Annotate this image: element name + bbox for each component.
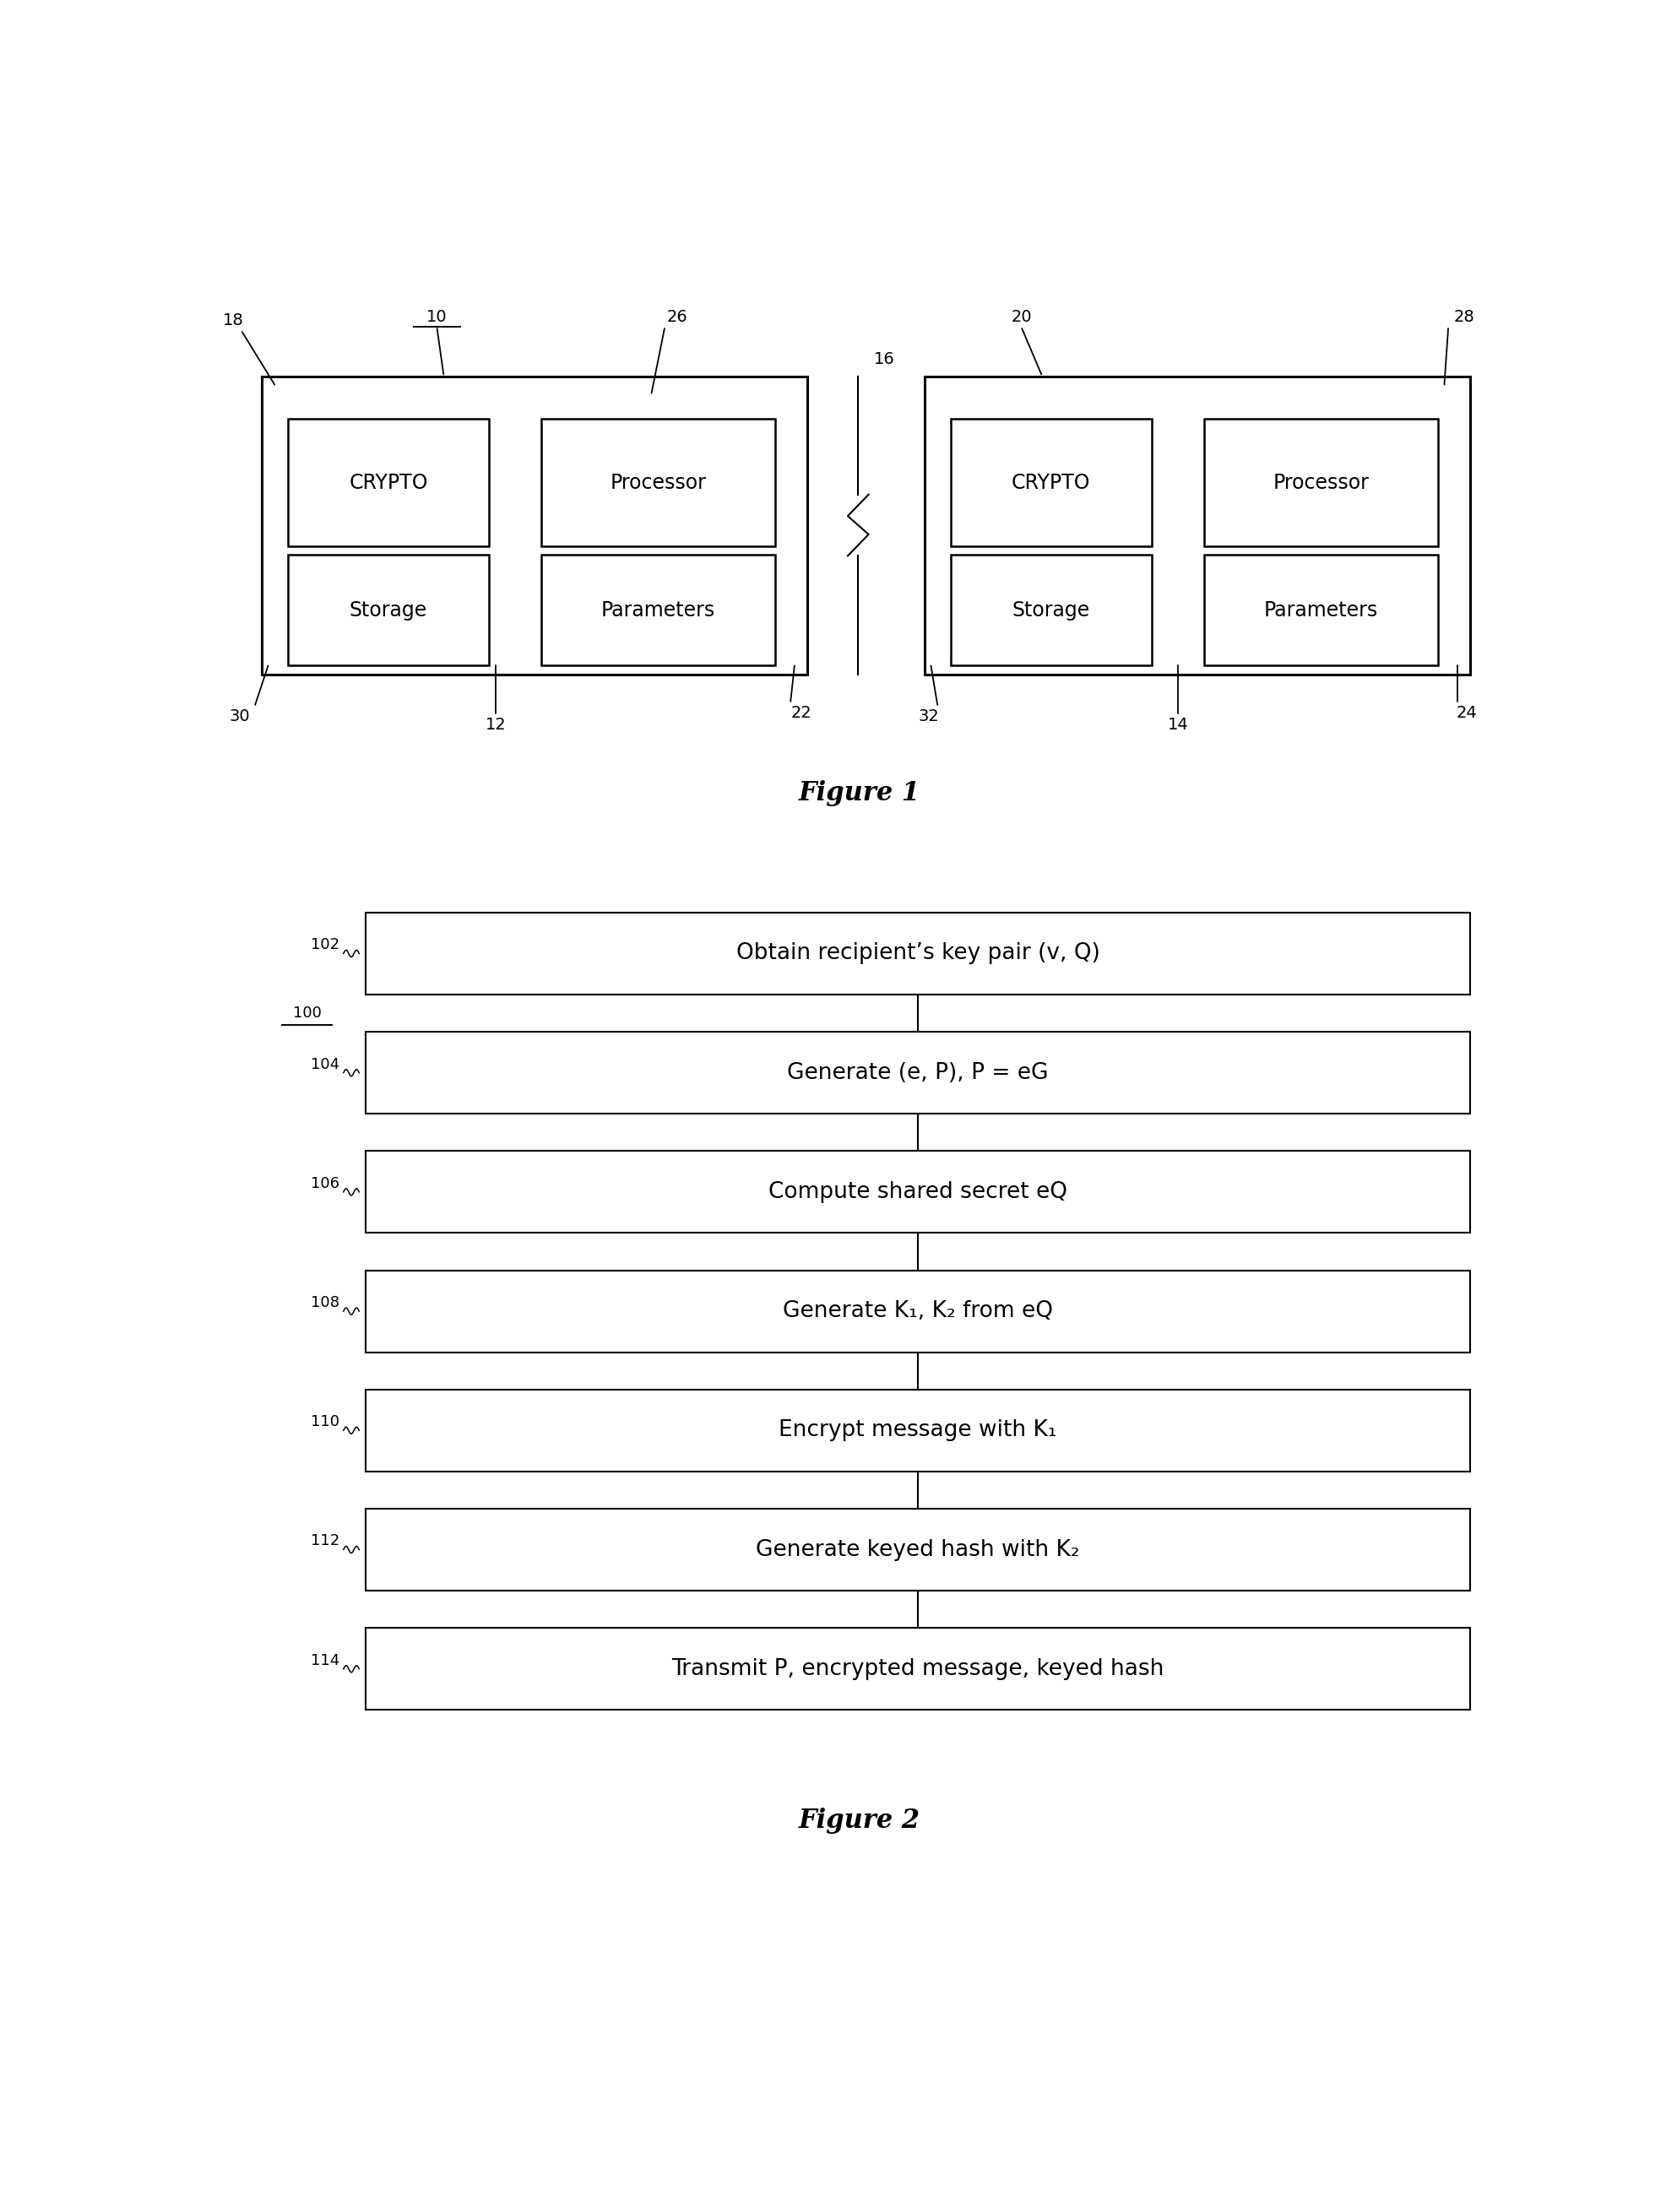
Bar: [288, 418, 490, 546]
Text: Storage: Storage: [349, 599, 428, 622]
Bar: [542, 555, 775, 666]
Text: Transmit P, encrypted message, keyed hash: Transmit P, encrypted message, keyed has…: [672, 1659, 1164, 1679]
Text: 10: 10: [426, 310, 448, 325]
Bar: [262, 376, 808, 675]
Text: 22: 22: [790, 706, 812, 721]
Text: Processor: Processor: [610, 473, 706, 493]
Text: 112: 112: [310, 1533, 339, 1548]
Text: Storage: Storage: [1013, 599, 1090, 622]
Bar: [366, 1150, 1471, 1232]
Text: Compute shared secret eQ: Compute shared secret eQ: [768, 1181, 1067, 1203]
Text: 104: 104: [310, 1057, 339, 1073]
Text: 26: 26: [667, 310, 688, 325]
Text: Generate (e, P), P = eG: Generate (e, P), P = eG: [787, 1062, 1048, 1084]
Bar: [288, 555, 490, 666]
Text: 12: 12: [485, 717, 506, 732]
Bar: [366, 1628, 1471, 1710]
Text: Parameters: Parameters: [1264, 599, 1378, 622]
Text: Parameters: Parameters: [600, 599, 714, 622]
Text: 100: 100: [293, 1006, 322, 1020]
Bar: [1204, 418, 1437, 546]
Bar: [1204, 555, 1437, 666]
Bar: [366, 914, 1471, 995]
Text: 16: 16: [874, 352, 894, 367]
Text: CRYPTO: CRYPTO: [349, 473, 428, 493]
Text: 18: 18: [223, 312, 243, 327]
Bar: [366, 1389, 1471, 1471]
Text: 30: 30: [230, 708, 250, 723]
Text: Generate K₁, K₂ from eQ: Generate K₁, K₂ from eQ: [783, 1301, 1053, 1323]
Text: 110: 110: [310, 1413, 339, 1429]
Text: 20: 20: [1011, 310, 1033, 325]
Text: 24: 24: [1456, 706, 1477, 721]
Text: 114: 114: [310, 1652, 339, 1668]
Bar: [366, 1033, 1471, 1113]
Bar: [366, 1509, 1471, 1590]
Text: 28: 28: [1454, 310, 1474, 325]
Text: Figure 2: Figure 2: [798, 1807, 921, 1834]
Bar: [924, 376, 1471, 675]
Text: Encrypt message with K₁: Encrypt message with K₁: [778, 1420, 1057, 1442]
Bar: [951, 555, 1152, 666]
Bar: [951, 418, 1152, 546]
Text: Processor: Processor: [1273, 473, 1368, 493]
Text: 102: 102: [310, 938, 339, 953]
Bar: [366, 1270, 1471, 1352]
Text: 32: 32: [917, 708, 939, 723]
Text: Obtain recipient’s key pair (v, Q): Obtain recipient’s key pair (v, Q): [736, 942, 1100, 964]
Text: 14: 14: [1167, 717, 1189, 732]
Text: CRYPTO: CRYPTO: [1011, 473, 1090, 493]
Text: Figure 1: Figure 1: [798, 781, 921, 807]
Text: 106: 106: [310, 1177, 339, 1190]
Text: 108: 108: [310, 1294, 339, 1310]
Bar: [542, 418, 775, 546]
Text: Generate keyed hash with K₂: Generate keyed hash with K₂: [756, 1540, 1080, 1562]
